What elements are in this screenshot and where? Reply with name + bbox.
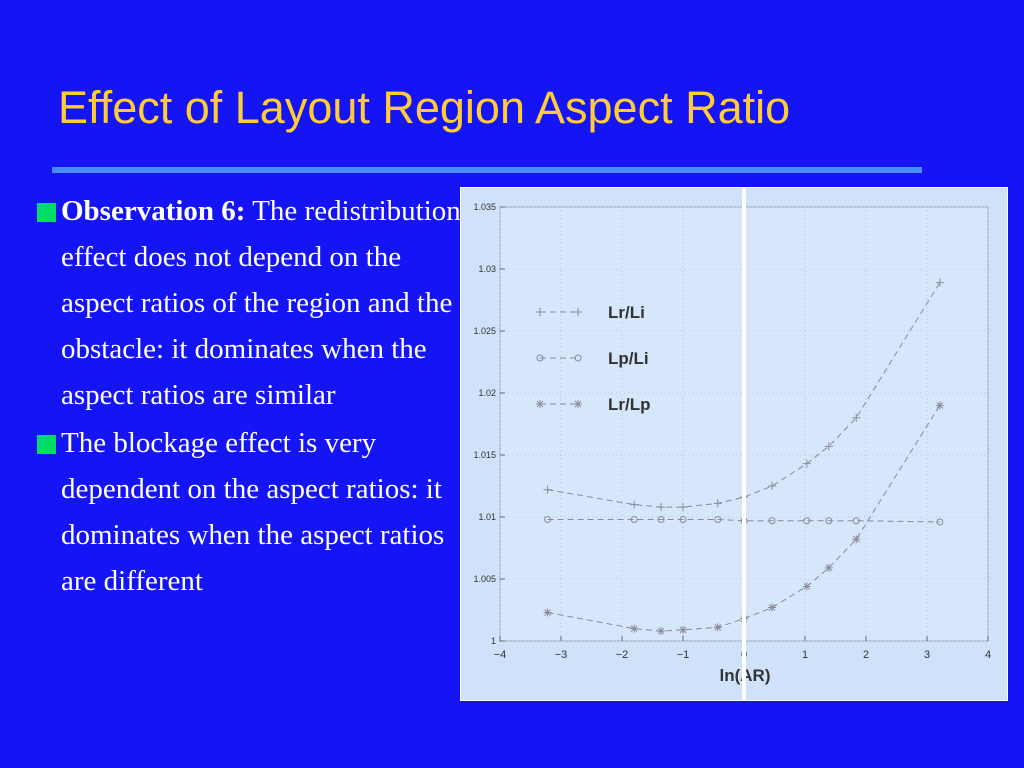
marker — [536, 354, 544, 362]
y-tick-label: 1.01 — [478, 512, 496, 522]
marker — [852, 535, 861, 544]
marker — [803, 517, 811, 525]
bullet-marker — [37, 435, 56, 454]
x-tick-label: 2 — [863, 649, 869, 661]
marker — [536, 308, 544, 316]
y-tick-label: 1.02 — [478, 388, 496, 398]
x-tick-label: −2 — [616, 649, 629, 661]
marker — [574, 400, 582, 408]
marker — [543, 485, 552, 494]
marker — [657, 503, 666, 512]
marker — [852, 413, 861, 422]
marker — [768, 603, 777, 612]
y-tick-label: 1.025 — [473, 326, 496, 336]
bullet-text: The blockage effect is very dependent on… — [61, 427, 445, 597]
series-line — [547, 282, 941, 508]
marker — [802, 459, 811, 468]
title-rule — [52, 167, 922, 173]
bullet-marker — [37, 203, 56, 222]
x-tick-label: 3 — [924, 649, 930, 661]
y-tick-label: 1.03 — [478, 264, 496, 274]
y-tick-label: 1.015 — [473, 450, 496, 460]
marker — [574, 354, 582, 362]
x-tick-label: −1 — [677, 649, 690, 661]
marker — [543, 608, 552, 617]
marker — [544, 515, 552, 523]
marker — [630, 624, 639, 633]
marker — [679, 503, 687, 512]
x-tick-label: −4 — [494, 649, 507, 661]
y-tick-label: 1 — [491, 636, 496, 646]
marker — [825, 517, 833, 525]
marker — [768, 517, 776, 525]
x-tick-label: 4 — [985, 649, 991, 661]
slide-title: Effect of Layout Region Aspect Ratio — [58, 82, 791, 133]
bullet: Observation 6: The redistribution effect… — [34, 188, 466, 418]
marker — [657, 627, 666, 636]
legend-label: Lr/Lp — [608, 395, 651, 414]
bullet: The blockage effect is very dependent on… — [34, 420, 466, 604]
marker — [714, 515, 722, 523]
marker — [536, 400, 544, 408]
series-line — [547, 518, 940, 523]
marker — [679, 515, 687, 523]
marker — [935, 401, 944, 410]
marker — [630, 515, 638, 523]
y-tick-label: 1.035 — [473, 202, 496, 212]
marker — [713, 499, 722, 508]
x-tick-label: −3 — [555, 649, 568, 661]
bullet-text: The redistribution effect does not depen… — [61, 195, 461, 411]
series-line — [547, 405, 941, 632]
marker — [713, 623, 722, 632]
legend-label: Lp/Li — [608, 349, 649, 368]
marker — [630, 500, 639, 509]
legend-label: Lr/Li — [608, 303, 645, 322]
x-tick-label: 1 — [802, 649, 808, 661]
marker — [936, 518, 944, 526]
marker — [802, 582, 811, 591]
marker — [657, 515, 665, 523]
marker — [824, 563, 833, 572]
chart: ln(AR) −4−3−2−10123411.0051.011.0151.021… — [460, 187, 1008, 701]
bullet-lead: Observation 6: — [61, 195, 246, 227]
y-tick-label: 1.005 — [473, 574, 496, 584]
marker — [679, 625, 687, 634]
marker — [824, 442, 833, 451]
marker — [852, 517, 860, 525]
marker — [768, 482, 777, 490]
bullet-list: Observation 6: The redistribution effect… — [34, 188, 466, 606]
marker — [935, 278, 944, 287]
marker — [574, 308, 582, 316]
